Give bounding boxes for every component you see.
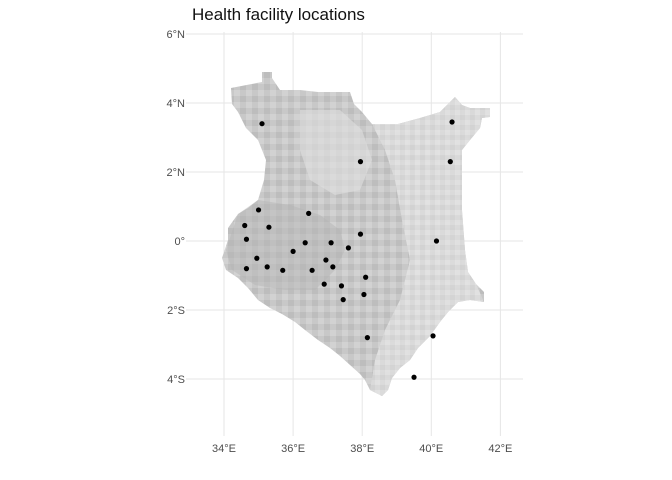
facility-point (430, 333, 436, 339)
raster-eastern-lowlands (370, 97, 490, 396)
map-title: Health facility locations (192, 5, 365, 24)
facility-point (364, 335, 370, 341)
facility-point (338, 283, 345, 289)
y-tick-label: 0° (174, 236, 185, 248)
y-tick-label: 4°N (167, 98, 186, 110)
facility-point (345, 245, 351, 251)
raster-northern-desert (300, 110, 372, 195)
facility-point (340, 297, 346, 303)
facility-point (243, 266, 250, 272)
facility-point (242, 222, 248, 229)
x-tick-label: 38°E (350, 443, 374, 455)
kenya-raster (222, 72, 490, 396)
y-tick-label: 2°S (167, 305, 185, 317)
facility-point (264, 264, 270, 270)
facility-point (302, 240, 308, 246)
y-tick-label: 6°N (167, 29, 186, 41)
facility-point (266, 224, 272, 230)
y-tick-label: 2°N (167, 167, 186, 179)
x-tick-label: 36°E (281, 443, 305, 455)
facility-point (330, 264, 336, 270)
facility-point (255, 207, 262, 213)
x-tick-label: 42°E (488, 443, 512, 455)
facility-point (309, 267, 315, 273)
raster-central-highlands (226, 200, 345, 290)
y-tick-label: 4°S (167, 374, 185, 386)
facility-point (259, 121, 265, 127)
facility-point (323, 257, 329, 263)
x-tick-label: 40°E (419, 443, 443, 455)
facility-point (357, 231, 364, 237)
facility-point (280, 267, 286, 273)
facility-point (290, 248, 296, 254)
facility-point (306, 210, 312, 216)
facility-point (447, 159, 453, 165)
facility-point (433, 238, 440, 244)
facility-point (357, 159, 364, 165)
facility-point (328, 240, 334, 246)
facility-points (242, 119, 455, 380)
x-tick-label: 34°E (212, 443, 236, 455)
facility-point (254, 255, 260, 261)
facility-point (411, 374, 417, 380)
axis-ticks: 34°E 36°E 38°E 40°E 42°E 6°N 4°N 2°N 0° 2°S 4°S (167, 29, 513, 455)
facility-point (363, 274, 369, 280)
facility-point (321, 281, 327, 287)
facility-point (361, 291, 367, 298)
facility-point (449, 119, 455, 125)
facility-point (243, 236, 250, 242)
